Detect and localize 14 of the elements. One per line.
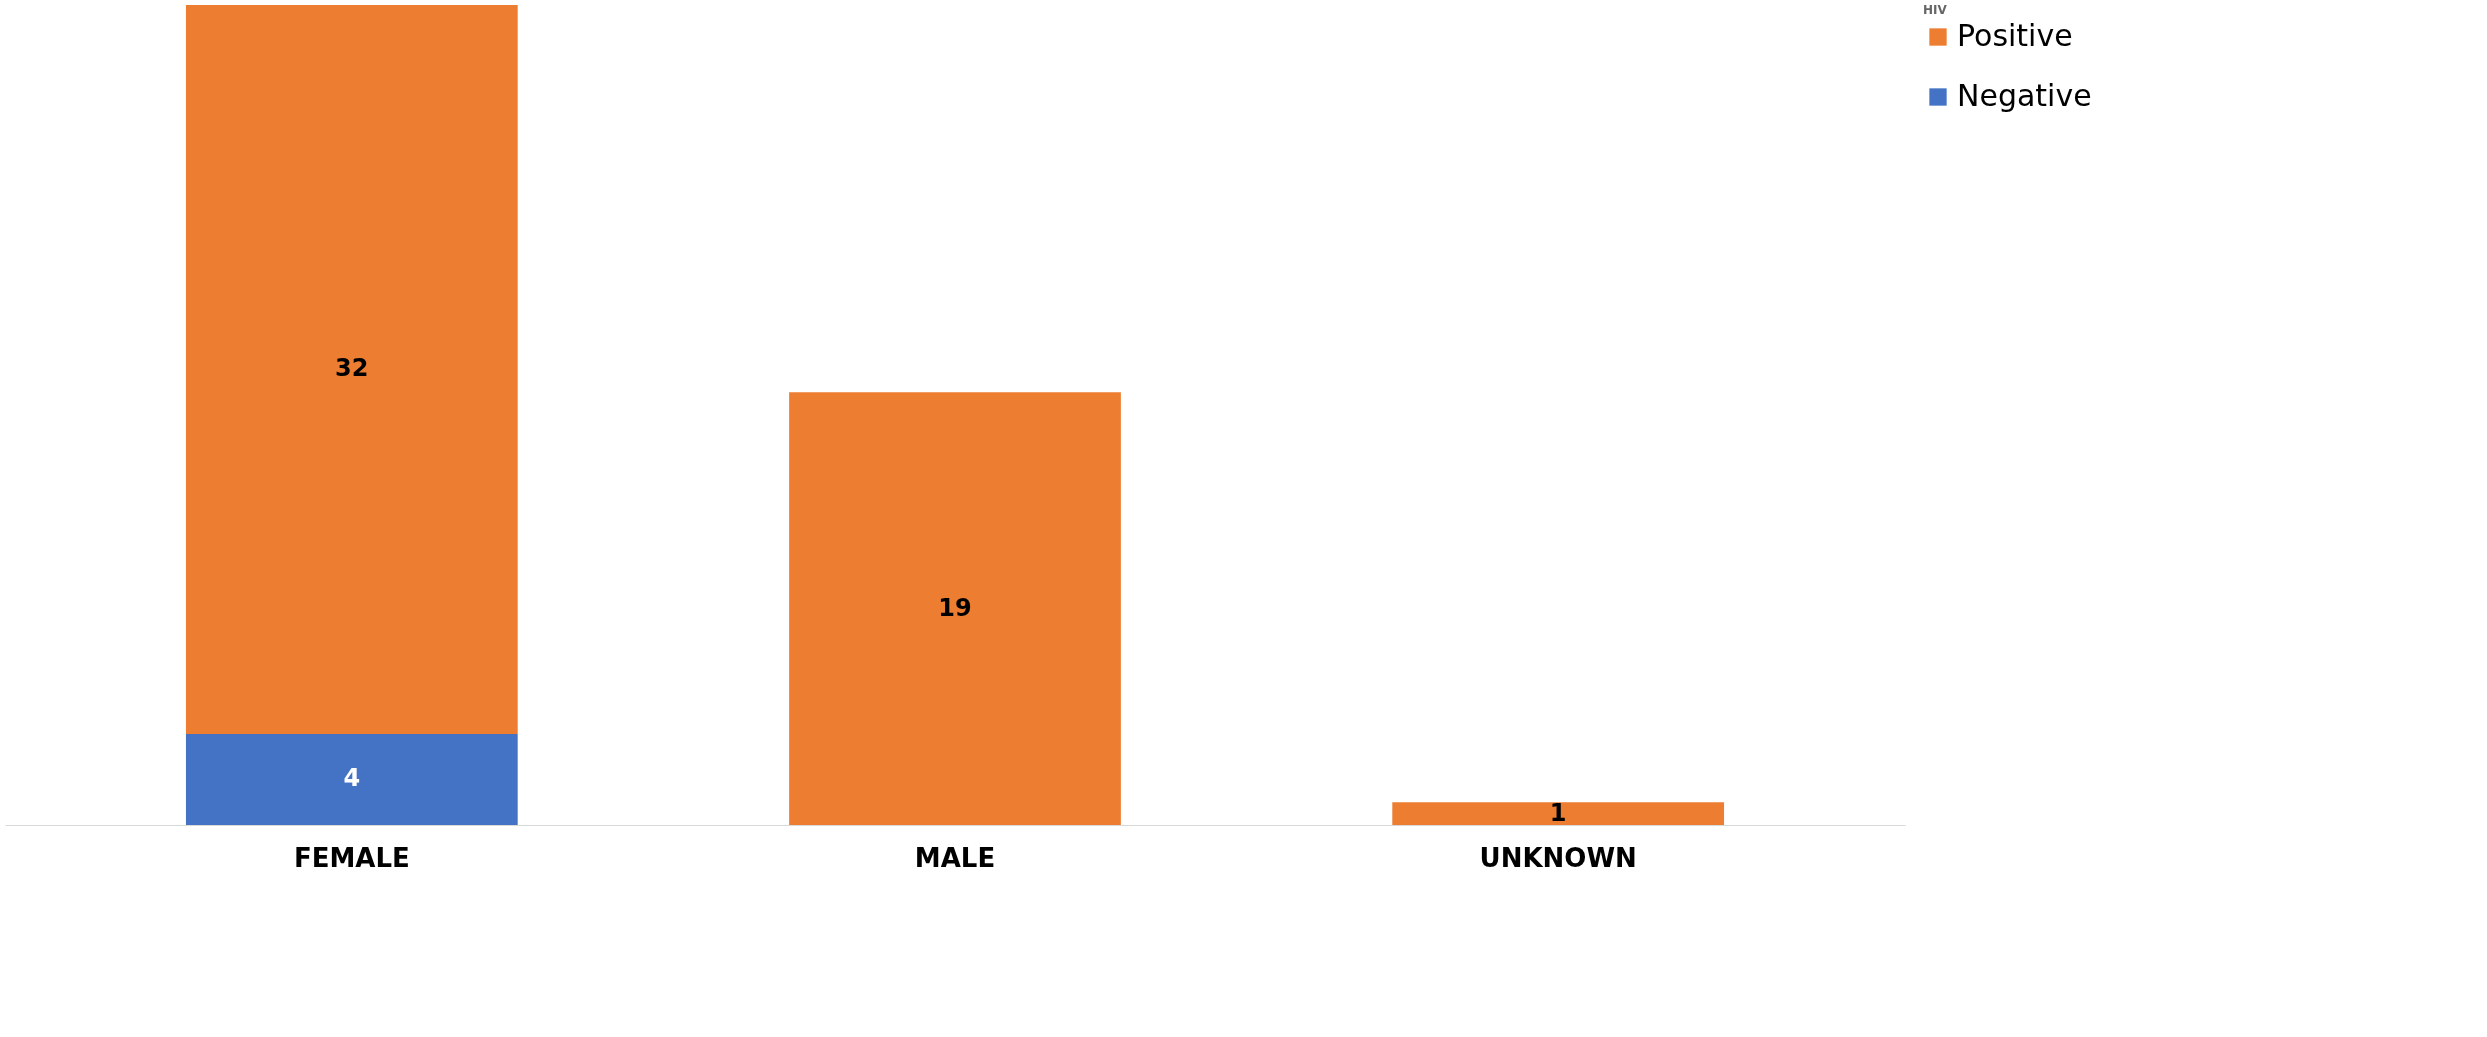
x-tick-label: MALE bbox=[914, 842, 996, 873]
legend-label: Positive bbox=[1957, 18, 2073, 53]
bar bbox=[789, 392, 1121, 825]
bar bbox=[1392, 802, 1725, 825]
data-label: 32 bbox=[335, 354, 369, 383]
data-label: 4 bbox=[343, 764, 361, 793]
legend-label: Negative bbox=[1957, 78, 2092, 113]
x-tick-label: UNKNOWN bbox=[1479, 842, 1637, 873]
x-tick-label: FEMALE bbox=[293, 842, 410, 873]
data-label: 19 bbox=[938, 593, 972, 622]
bar bbox=[185, 733, 518, 825]
legend-title: HIV bbox=[1923, 3, 1948, 17]
bar bbox=[185, 5, 518, 734]
data-label: 1 bbox=[1549, 798, 1567, 827]
